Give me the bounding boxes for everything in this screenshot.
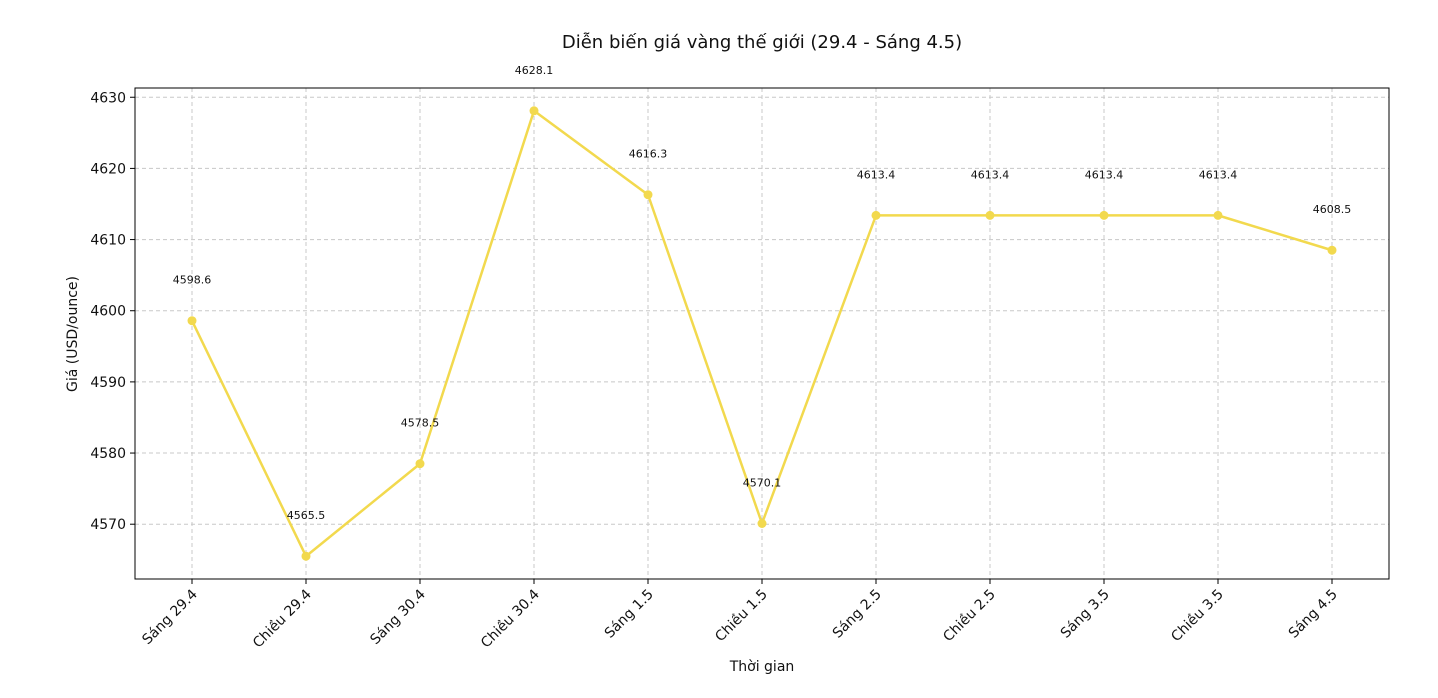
y-tick-label: 4570	[90, 517, 126, 533]
x-tick-label: Sáng 3.5	[1058, 587, 1113, 642]
chart-title: Diễn biến giá vàng thế giới (29.4 - Sáng…	[562, 32, 962, 53]
data-point	[871, 210, 881, 220]
y-tick-label: 4630	[90, 90, 126, 106]
data-label: 4570.1	[743, 476, 782, 489]
data-point	[1213, 210, 1223, 220]
data-label: 4598.6	[173, 274, 212, 287]
data-label: 4628.1	[515, 64, 554, 77]
x-tick-label: Sáng 4.5	[1286, 587, 1341, 642]
data-point	[301, 551, 311, 561]
data-label: 4613.4	[1085, 168, 1124, 181]
y-tick-label: 4600	[90, 304, 126, 320]
ticks: 4570 4580 4590 4600 4610 4620 4630 Sáng 29.4 Chi…	[90, 90, 1340, 651]
data-point	[1099, 210, 1109, 220]
x-tick-label: Chiều 29.4	[249, 586, 315, 652]
grid	[135, 88, 1389, 579]
data-label: 4613.4	[1199, 168, 1238, 181]
x-tick-label: Sáng 29.4	[139, 586, 200, 647]
y-tick-label: 4610	[90, 233, 126, 249]
series-layer	[187, 106, 1337, 561]
data-label: 4578.5	[401, 417, 440, 430]
data-label: 4565.5	[287, 509, 326, 522]
x-tick-label: Chiều 2.5	[940, 586, 999, 645]
x-tick-label: Sáng 1.5	[602, 587, 657, 642]
data-point	[757, 518, 767, 528]
data-point	[985, 210, 995, 220]
data-point	[1327, 245, 1337, 255]
data-labels: 4598.6 4565.5 4578.5 4628.1 4616.3 4570.1 4613…	[173, 64, 1352, 522]
y-tick-label: 4620	[90, 161, 126, 177]
x-tick-label: Chiều 3.5	[1168, 586, 1227, 645]
y-axis-label: Giá (USD/ounce)	[65, 276, 81, 392]
data-point	[529, 106, 539, 116]
x-tick-label: Chiều 30.4	[477, 586, 543, 652]
x-tick-label: Chiều 1.5	[712, 586, 771, 645]
x-axis-label: Thời gian	[729, 659, 795, 675]
data-label: 4613.4	[857, 168, 896, 181]
data-label: 4613.4	[971, 168, 1010, 181]
data-point	[643, 190, 653, 200]
data-label: 4616.3	[629, 148, 668, 161]
y-tick-label: 4590	[90, 375, 126, 391]
data-point	[415, 459, 425, 469]
x-tick-label: Sáng 2.5	[830, 587, 885, 642]
x-tick-label: Sáng 30.4	[367, 586, 428, 647]
data-point	[187, 316, 197, 326]
y-tick-label: 4580	[90, 446, 126, 462]
data-label: 4608.5	[1313, 203, 1352, 216]
